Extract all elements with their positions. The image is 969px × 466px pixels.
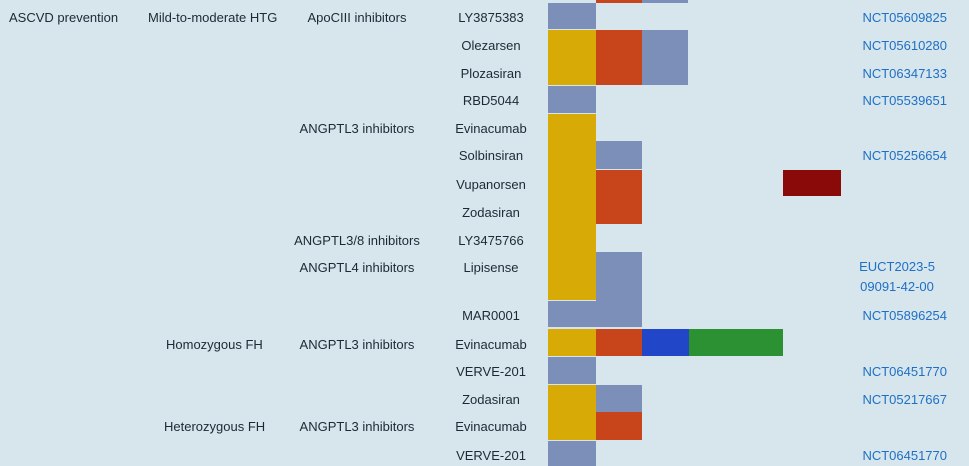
target-label: ANGPTL3 inhibitors bbox=[299, 337, 415, 352]
indication-label: Mild-to-moderate HTG bbox=[148, 10, 278, 25]
trial-link[interactable]: EUCT2023-5 09091-42-00 bbox=[837, 257, 957, 297]
drug-label: Solbinsiran bbox=[458, 148, 524, 163]
drug-label: Vupanorsen bbox=[456, 177, 526, 192]
phase-bar bbox=[596, 0, 642, 3]
trial-link-line: 09091-42-00 bbox=[860, 279, 934, 294]
trial-link[interactable]: NCT05539651 bbox=[862, 93, 947, 108]
trial-link[interactable]: NCT05256654 bbox=[862, 148, 947, 163]
target-label: ANGPTL3 inhibitors bbox=[299, 121, 415, 136]
indication-label: Homozygous FH bbox=[166, 337, 263, 352]
drug-label: RBD5044 bbox=[462, 93, 520, 108]
target-label: ANGPTL3 inhibitors bbox=[299, 419, 415, 434]
trial-link[interactable]: NCT06451770 bbox=[862, 448, 947, 463]
target-label: ApoCIII inhibitors bbox=[307, 10, 407, 25]
phase-bar bbox=[548, 114, 596, 300]
drug-label: Lipisense bbox=[463, 260, 519, 275]
drug-label: Plozasiran bbox=[460, 66, 522, 81]
phase-bar bbox=[689, 329, 783, 356]
trial-link[interactable]: NCT05217667 bbox=[862, 392, 947, 407]
phase-bar bbox=[642, 30, 688, 85]
phase-bar bbox=[548, 441, 596, 466]
drug-label: MAR0001 bbox=[462, 308, 520, 323]
drug-label: LY3875383 bbox=[458, 10, 524, 25]
trial-link[interactable]: NCT06451770 bbox=[862, 364, 947, 379]
phase-bar bbox=[548, 329, 596, 356]
phase-bar bbox=[596, 30, 642, 85]
phase-bar bbox=[596, 141, 642, 169]
phase-bar bbox=[548, 30, 596, 85]
phase-bar bbox=[596, 412, 642, 440]
drug-label: Evinacumab bbox=[455, 121, 527, 136]
target-label: ANGPTL4 inhibitors bbox=[299, 260, 415, 275]
drug-label: Evinacumab bbox=[455, 337, 527, 352]
phase-bar bbox=[548, 357, 596, 384]
phase-bar bbox=[596, 329, 642, 356]
phase-bar bbox=[596, 385, 642, 412]
drug-label: Zodasiran bbox=[462, 392, 520, 407]
phase-bar bbox=[548, 86, 596, 113]
phase-bar bbox=[596, 170, 642, 224]
phase-bar bbox=[642, 329, 689, 356]
phase-bar bbox=[783, 170, 841, 196]
drug-label: VERVE-201 bbox=[456, 364, 526, 379]
drug-label: Zodasiran bbox=[462, 205, 520, 220]
drug-label: LY3475766 bbox=[458, 233, 524, 248]
trial-link-line: EUCT2023-5 bbox=[859, 259, 935, 274]
trial-link[interactable]: NCT05896254 bbox=[862, 308, 947, 323]
phase-bar bbox=[596, 252, 642, 327]
phase-bar bbox=[548, 301, 596, 327]
phase-bar bbox=[548, 385, 596, 440]
phase-bar bbox=[548, 3, 596, 29]
trial-link[interactable]: NCT05609825 bbox=[862, 10, 947, 25]
trial-link[interactable]: NCT05610280 bbox=[862, 38, 947, 53]
category-label: ASCVD prevention bbox=[9, 10, 119, 25]
drug-label: Olezarsen bbox=[461, 38, 521, 53]
phase-bar bbox=[642, 0, 688, 3]
target-label: ANGPTL3/8 inhibitors bbox=[294, 233, 420, 248]
trial-link[interactable]: NCT06347133 bbox=[862, 66, 947, 81]
drug-label: VERVE-201 bbox=[456, 448, 526, 463]
indication-label: Heterozygous FH bbox=[164, 419, 266, 434]
drug-label: Evinacumab bbox=[455, 419, 527, 434]
